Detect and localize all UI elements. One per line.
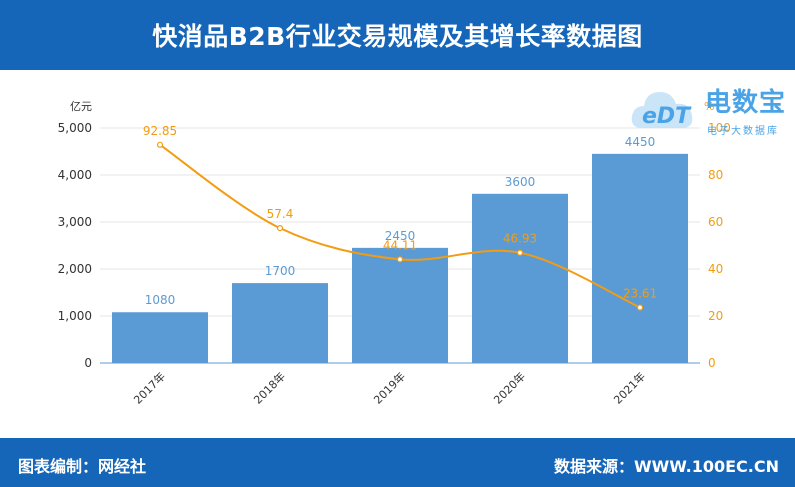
logo: eDT 电数宝 电子大数据库	[628, 78, 793, 140]
right-tick-label: 100	[708, 121, 731, 135]
line-point	[156, 141, 164, 148]
right-axis-unit: %	[704, 100, 714, 113]
right-tick-label: 0	[708, 356, 716, 370]
x-tick-label: 2018年	[251, 369, 288, 406]
left-tick-label: 1,000	[58, 309, 92, 323]
left-tick-label: 2,000	[58, 262, 92, 276]
x-tick-label: 2017年	[131, 369, 168, 406]
bar-data-label: 3600	[505, 175, 536, 189]
cloud-icon	[631, 92, 693, 128]
left-axis-unit: 亿元	[70, 100, 92, 113]
x-tick-label: 2020年	[491, 369, 528, 406]
logo-mark: eDT	[642, 104, 691, 129]
data-source: 数据来源：WWW.100EC.CN	[553, 457, 779, 476]
line-point	[396, 256, 404, 263]
bar	[352, 247, 448, 363]
logo-subtitle: 电子大数据库	[707, 126, 779, 137]
right-tick-label: 60	[708, 215, 723, 229]
line-data-label: 92.85	[143, 124, 177, 138]
right-tick-label: 80	[708, 168, 723, 182]
left-tick-label: 5,000	[58, 121, 92, 135]
line-point	[276, 225, 284, 232]
bar-data-label: 4450	[625, 135, 656, 149]
bar	[112, 312, 208, 363]
line-point	[636, 304, 644, 311]
bar-data-label: 2450	[385, 229, 416, 243]
bar-data-label: 1700	[265, 264, 296, 278]
line-data-label: 23.61	[623, 287, 657, 301]
left-tick-label: 0	[84, 356, 92, 370]
footer-bar: 图表编制：网经社 数据来源：WWW.100EC.CN	[0, 438, 795, 487]
line-data-label: 57.4	[267, 207, 294, 221]
chart-title: 快消品B2B行业交易规模及其增长率数据图	[152, 22, 643, 51]
combo-chart: 0 1,000 2,000 3,000 4,000 5,000 0 20 40 60 80 100 亿元…	[58, 100, 731, 407]
left-tick-label: 3,000	[58, 215, 92, 229]
x-tick-label: 2021年	[611, 369, 648, 406]
bar-data-label: 1080	[145, 293, 176, 307]
chart-area: 0 1,000 2,000 3,000 4,000 5,000 0 20 40 60 80 100 亿元…	[0, 70, 795, 438]
left-tick-label: 4,000	[58, 168, 92, 182]
line-point	[516, 249, 524, 256]
right-tick-label: 40	[708, 262, 723, 276]
bar	[472, 193, 568, 363]
logo-name: 电数宝	[705, 88, 787, 118]
line-data-label: 44.11	[383, 238, 417, 252]
header-bar: 快消品B2B行业交易规模及其增长率数据图	[0, 0, 795, 70]
bar	[232, 283, 328, 363]
line-data-label: 46.93	[503, 232, 537, 246]
bar	[592, 153, 688, 363]
chart-credit: 图表编制：网经社	[18, 457, 147, 476]
x-tick-label: 2019年	[371, 369, 408, 406]
right-tick-label: 20	[708, 309, 723, 323]
